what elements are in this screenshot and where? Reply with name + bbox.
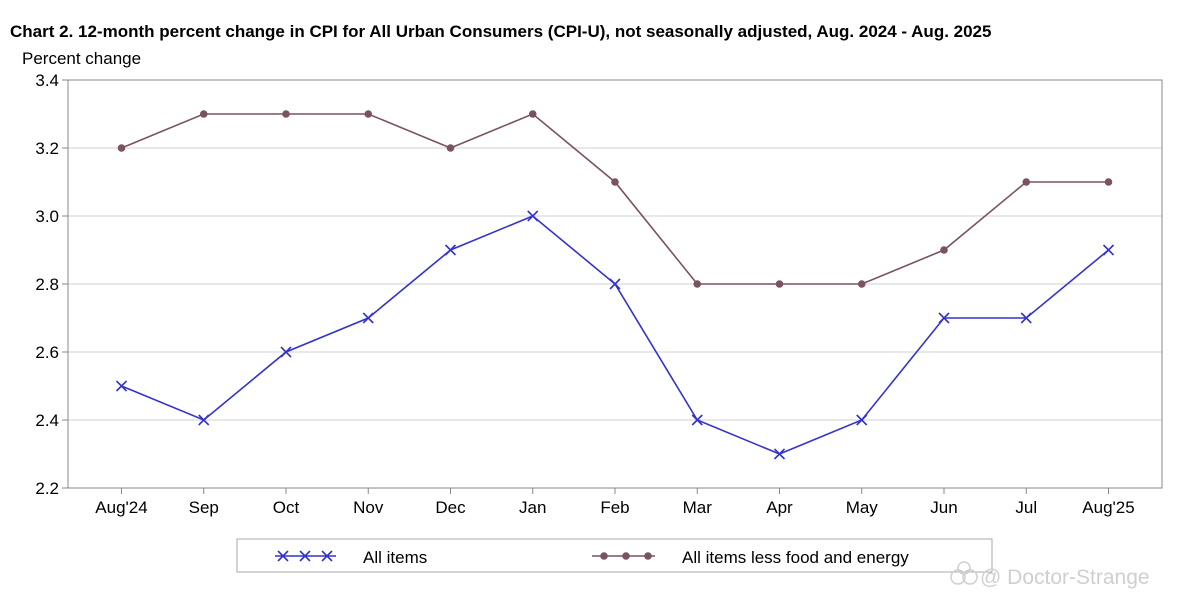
series-all-items-less-food-and-energy — [117, 110, 1113, 288]
x-tick-label: Feb — [600, 498, 629, 517]
x-tick-label: Jan — [519, 498, 546, 517]
legend: All items All items less food and energy — [236, 538, 993, 573]
data-point-all-items-less-food-and-energy-mar — [693, 280, 702, 288]
x-tick-label: Oct — [273, 498, 300, 517]
data-point-all-items-less-food-and-energy-feb — [611, 178, 619, 186]
x-tick-label: Aug'25 — [1082, 498, 1134, 517]
y-axis-label: Percent change — [22, 49, 142, 68]
x-tick-label: May — [846, 498, 879, 517]
x-tick-label: Sep — [189, 498, 219, 517]
data-point-all-items-less-food-and-energy-nov — [364, 110, 373, 118]
data-point-all-items-aug-25 — [1102, 244, 1115, 256]
data-point-all-items-aug-24 — [115, 380, 128, 392]
legend-swatch-marker — [622, 552, 630, 560]
x-axis-ticks: Aug'24 Sep Oct Nov Dec Jan Feb Mar Apr May Jun Jul A… — [95, 488, 1135, 517]
data-point-all-items-less-food-and-energy-apr — [775, 280, 784, 288]
x-tick-label: Nov — [353, 498, 384, 517]
data-point-all-items-jun — [938, 312, 950, 324]
legend-label-core: All items less food and energy — [682, 548, 909, 567]
series-line-all-items-less-food-and-energy — [121, 113, 1109, 285]
x-tick-label: Jul — [1015, 498, 1037, 517]
series-all-items — [115, 210, 1115, 460]
series-group — [115, 110, 1115, 460]
chart-title: Chart 2. 12-month percent change in CPI … — [10, 22, 992, 41]
y-tick-label: 3.2 — [35, 139, 59, 158]
data-point-all-items-dec — [444, 244, 457, 256]
watermark-text: @ Doctor-Strange — [980, 566, 1150, 589]
data-point-all-items-less-food-and-energy-aug-25 — [1104, 178, 1113, 186]
legend-swatch-marker — [277, 550, 289, 562]
y-tick-label: 2.2 — [35, 479, 59, 498]
legend-swatch-marker — [644, 552, 652, 560]
data-point-all-items-less-food-and-energy-jan — [528, 110, 537, 118]
legend-label-all-items: All items — [363, 548, 427, 567]
x-tick-label: Dec — [435, 498, 466, 517]
legend-entry-core — [592, 552, 655, 560]
data-point-all-items-less-food-and-energy-jun — [940, 246, 948, 254]
y-axis-ticks: 2.2 2.4 2.6 2.8 3.0 3.2 3.4 — [35, 71, 68, 498]
legend-swatch-marker — [321, 550, 333, 562]
weibo-watermark-icon — [950, 561, 978, 585]
y-tick-label: 2.8 — [35, 275, 59, 294]
data-point-all-items-oct — [280, 346, 292, 358]
y-tick-label: 3.4 — [35, 71, 59, 90]
y-tick-label: 2.6 — [35, 343, 59, 362]
legend-entry-all-items — [275, 550, 336, 562]
x-tick-label: Mar — [683, 498, 713, 517]
data-point-all-items-less-food-and-energy-sep — [199, 110, 208, 118]
watermark: @ Doctor-Strange — [950, 561, 1150, 589]
data-point-all-items-jan — [527, 210, 539, 222]
legend-swatch-marker — [299, 550, 311, 562]
series-line-all-items — [121, 215, 1110, 455]
data-point-all-items-feb — [609, 278, 621, 290]
legend-swatch-marker — [600, 552, 608, 560]
data-point-all-items-less-food-and-energy-may — [857, 280, 866, 288]
data-point-all-items-less-food-and-energy-jul — [1022, 178, 1031, 186]
x-tick-label: Aug'24 — [95, 498, 147, 517]
data-point-all-items-less-food-and-energy-oct — [282, 110, 290, 118]
data-point-all-items-apr — [773, 448, 786, 460]
y-tick-label: 2.4 — [35, 411, 59, 430]
data-point-all-items-sep — [198, 414, 210, 426]
data-point-all-items-mar — [691, 414, 703, 426]
y-tick-label: 3.0 — [35, 207, 59, 226]
data-point-all-items-jul — [1020, 312, 1032, 324]
data-point-all-items-nov — [362, 312, 374, 324]
data-point-all-items-less-food-and-energy-dec — [446, 144, 455, 152]
data-point-all-items-less-food-and-energy-aug-24 — [117, 144, 126, 152]
x-tick-label: Apr — [766, 498, 793, 517]
data-point-all-items-may — [856, 414, 868, 426]
x-tick-label: Jun — [930, 498, 957, 517]
